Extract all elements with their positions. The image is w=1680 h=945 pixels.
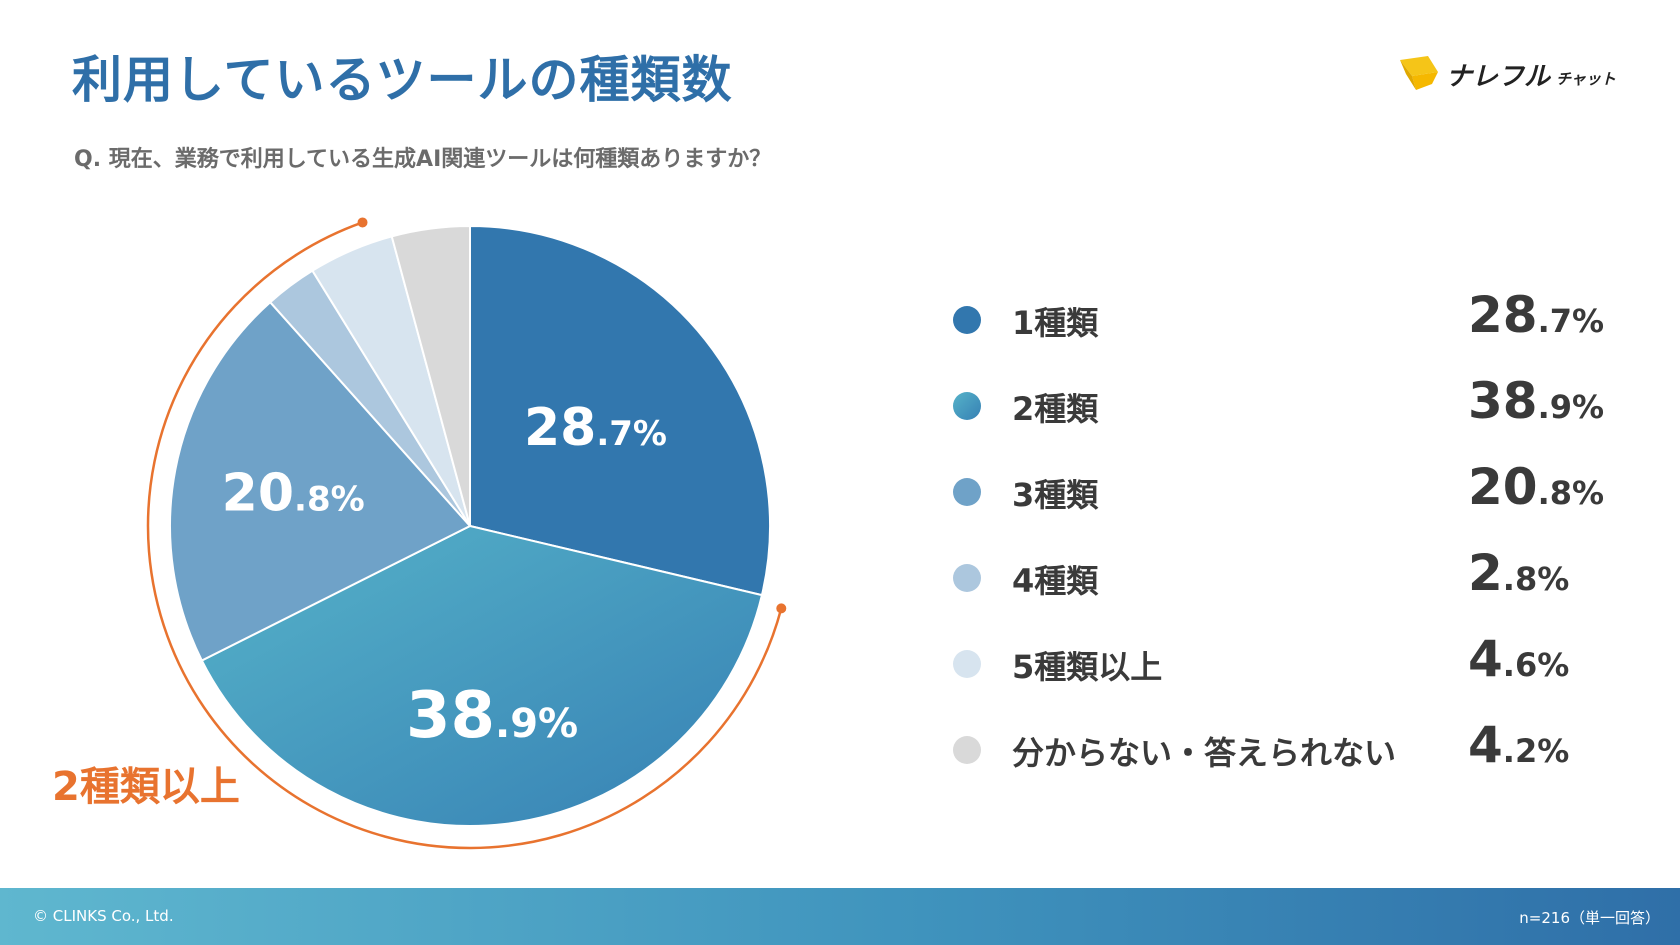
legend-label: 2種類 bbox=[1012, 390, 1099, 428]
pie-chart: 28.7% 38.9% 20.8% 2種類以上 bbox=[52, 217, 787, 850]
legend-label: 1種類 bbox=[1012, 304, 1099, 342]
brand-subname: チャット bbox=[1556, 69, 1616, 88]
legend-value: 28.7% bbox=[1468, 286, 1605, 344]
bracket-end-dot bbox=[776, 603, 787, 614]
pie-slice-6 bbox=[390, 224, 471, 527]
legend-value: 2.8% bbox=[1468, 544, 1570, 602]
footer-bar: © CLINKS Co., Ltd. n=216（単一回答） bbox=[0, 888, 1680, 945]
brand-logo: ナレフル チャット bbox=[1398, 54, 1616, 94]
pie-slice-3 bbox=[169, 300, 472, 662]
legend-value: 4.6% bbox=[1468, 630, 1570, 688]
brand-icon bbox=[1400, 56, 1438, 90]
legend-item: 1種類 28.7% bbox=[0, 276, 1680, 362]
legend-value: 38.9% bbox=[1468, 372, 1605, 430]
legend-item: 4種類 2.8% bbox=[0, 534, 1680, 620]
legend-color-dot bbox=[953, 478, 981, 506]
legend-color-dot bbox=[953, 392, 981, 420]
legend-value: 4.2% bbox=[1468, 716, 1570, 774]
slice-label-3: 20.8% bbox=[222, 463, 365, 523]
legend-value: 20.8% bbox=[1468, 458, 1605, 516]
legend-item: 3種類 20.8% bbox=[0, 448, 1680, 534]
bracket-arc bbox=[146, 221, 783, 850]
legend-label: 分からない・答えられない bbox=[1012, 734, 1397, 772]
legend-item: 2種類 38.9% bbox=[0, 362, 1680, 448]
legend-color-dot bbox=[953, 650, 981, 678]
pie-slice-2 bbox=[200, 524, 764, 827]
legend-label: 3種類 bbox=[1012, 476, 1099, 514]
page-title: 利用しているツールの種類数 bbox=[72, 51, 733, 109]
legend-item: 5種類以上 4.6% bbox=[0, 620, 1680, 706]
bracket-label: 2種類以上 bbox=[52, 764, 240, 810]
sample-size-text: n=216（単一回答） bbox=[1519, 909, 1660, 927]
legend-label: 5種類以上 bbox=[1012, 648, 1163, 686]
survey-question: Q. 現在、業務で利用している生成AI関連ツールは何種類ありますか？ bbox=[74, 147, 772, 172]
legend-color-dot bbox=[953, 306, 981, 334]
slice-label-1: 28.7% bbox=[524, 398, 667, 458]
copyright-text: © CLINKS Co., Ltd. bbox=[33, 907, 174, 925]
legend-label: 4種類 bbox=[1012, 562, 1099, 600]
legend-color-dot bbox=[953, 564, 981, 592]
bracket-end-dot bbox=[357, 217, 368, 228]
pie-slice-1 bbox=[469, 224, 771, 597]
brand-name: ナレフル bbox=[1446, 61, 1551, 92]
slice-label-2: 38.9% bbox=[406, 679, 578, 753]
legend-item: 分からない・答えられない 4.2% bbox=[0, 706, 1680, 792]
legend-color-dot bbox=[953, 736, 981, 764]
